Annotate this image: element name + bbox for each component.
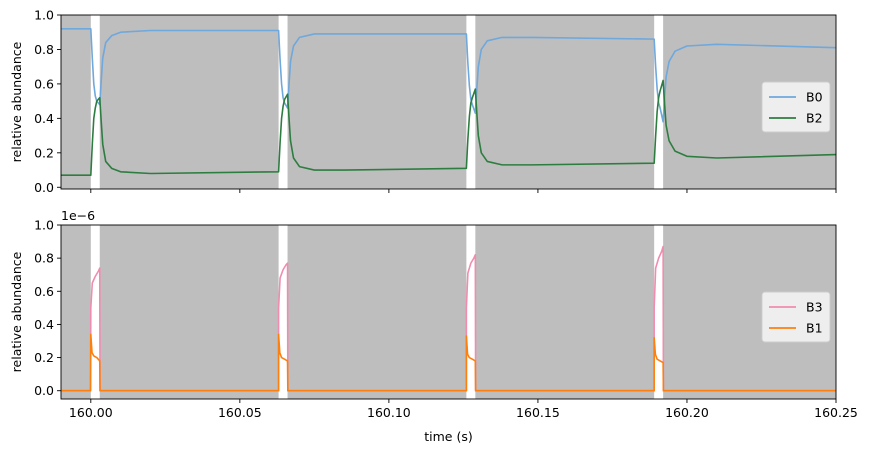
y-tick-label: 0.8	[34, 42, 54, 57]
y-axis-label: relative abundance	[9, 251, 24, 372]
offset-text: 1e−6	[61, 208, 95, 223]
x-tick-label: 160.15	[516, 405, 560, 420]
y-tick-label: 0.4	[34, 111, 54, 126]
axes-frame	[60, 224, 837, 400]
x-tick-label: 160.10	[367, 405, 411, 420]
legend-label-b1: B1	[806, 321, 823, 336]
y-tick-label: 0.4	[34, 317, 54, 332]
plot-background	[61, 15, 836, 189]
y-axis-label: relative abundance	[9, 41, 24, 162]
x-axis-label: time (s)	[424, 429, 472, 444]
plot-background	[61, 225, 836, 399]
gap-band	[654, 225, 664, 399]
gap-band	[90, 225, 100, 399]
y-tick-label: 1.0	[34, 8, 54, 23]
legend-label-b2: B2	[806, 111, 823, 126]
gap-band	[278, 15, 288, 189]
axes-frame	[60, 14, 837, 190]
series-line-b2	[61, 79, 836, 177]
legend-label-b3: B3	[806, 300, 823, 315]
y-tick-label: 0.0	[34, 383, 54, 398]
y-tick-label: 1.0	[34, 218, 54, 233]
y-tick-label: 0.8	[34, 251, 54, 266]
gap-band	[466, 225, 476, 399]
bottom-panel: 0.0 0.2 0.4 0.6 0.8 1.0 160.00 160.05 160.10 160.…	[9, 208, 858, 444]
y-tick-label: 0.2	[34, 350, 54, 365]
gap-band	[90, 15, 100, 189]
legend-label-b0: B0	[806, 90, 823, 105]
x-tick-label: 160.00	[69, 405, 113, 420]
legend-box	[761, 81, 831, 133]
x-tick-label: 160.05	[218, 405, 262, 420]
legend-box	[761, 291, 831, 343]
y-tick-label: 0.2	[34, 145, 54, 160]
y-tick-label: 0.6	[34, 76, 54, 91]
y-tick-label: 0.0	[34, 180, 54, 195]
x-tick-label: 160.20	[665, 405, 709, 420]
x-tick-label: 160.25	[814, 405, 858, 420]
series-line-b1	[61, 333, 836, 392]
series-line-b0	[61, 27, 836, 123]
gap-band	[278, 225, 288, 399]
y-tick-label: 0.6	[34, 284, 54, 299]
